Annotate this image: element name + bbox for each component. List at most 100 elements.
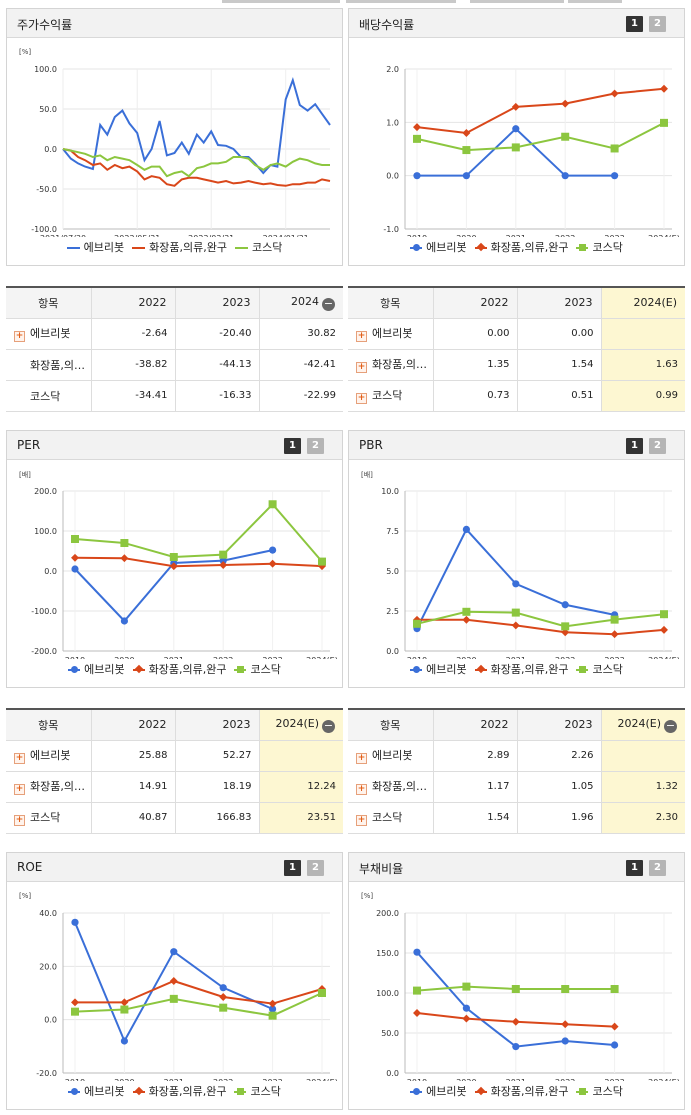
legend-item[interactable]: 화장품,의류,완구	[132, 661, 226, 677]
header-text: 2023	[564, 718, 593, 732]
legend-item[interactable]: 화장품,의류,완구	[474, 661, 568, 677]
expand-row-icon[interactable]: +	[356, 362, 367, 373]
value-cell: -38.82	[90, 348, 176, 381]
expand-row-icon[interactable]: +	[356, 753, 367, 764]
panel-title: 주가수익률	[17, 18, 73, 32]
x-tick-label: 2024(E)	[648, 234, 680, 237]
legend-item[interactable]: 화장품,의류,완구	[474, 239, 568, 255]
table-header-cell: 항목	[348, 287, 434, 319]
header-text: 2024(E)	[275, 716, 319, 730]
collapse-column-button[interactable]: −	[322, 718, 335, 733]
y-tick-label: 40.0	[39, 909, 57, 918]
x-tick-label: 2019	[407, 1078, 427, 1081]
value-cell: 1.05	[516, 770, 602, 803]
x-tick-label: 2021/07/30	[40, 234, 86, 237]
page-2-button[interactable]: 2	[649, 16, 666, 32]
expand-row-icon[interactable]: +	[14, 784, 25, 795]
legend-item[interactable]: 에브리봇	[68, 1083, 125, 1099]
value-cell: -20.40	[174, 317, 260, 350]
series-line-1	[75, 979, 323, 1005]
legend-label: 에브리봇	[426, 663, 467, 676]
legend-label: 코스닥	[251, 241, 283, 254]
legend-marker	[410, 666, 423, 673]
header-text: 2022	[480, 296, 509, 310]
expand-row-icon[interactable]: +	[14, 815, 25, 826]
value-cell: 18.19	[174, 770, 260, 803]
unit-label: [%]	[361, 892, 374, 900]
x-tick-label: 2024(E)	[648, 1078, 680, 1081]
header-text: 2024	[291, 294, 319, 308]
x-tick-label: 2019	[407, 234, 427, 237]
legend-marker	[576, 1088, 589, 1095]
series-line-0	[62, 76, 331, 175]
collapse-column-button[interactable]: −	[322, 296, 335, 311]
legend-item[interactable]: 에브리봇	[68, 661, 125, 677]
page-2-button[interactable]: 2	[649, 860, 666, 876]
legend-item[interactable]: 코스닥	[576, 1083, 623, 1099]
page-1-button[interactable]: 1	[284, 438, 301, 454]
y-tick-label: 0.0	[44, 567, 57, 576]
x-tick-label: 2024/01/31	[263, 234, 309, 237]
legend-item[interactable]: 코스닥	[234, 1083, 281, 1099]
expand-row-icon[interactable]: +	[14, 753, 25, 764]
page-1-button[interactable]: 1	[626, 860, 643, 876]
expand-row-icon[interactable]: +	[356, 815, 367, 826]
legend-item[interactable]: 에브리봇	[410, 661, 467, 677]
legend-item[interactable]: 코스닥	[576, 239, 623, 255]
row-label: 에브리봇	[30, 749, 71, 762]
value-cell: 0.51	[516, 379, 602, 412]
y-tick-label: 50.0	[39, 105, 57, 114]
legend-item[interactable]: 에브리봇	[410, 239, 467, 255]
unit-label: [배]	[361, 471, 373, 479]
page-2-button[interactable]: 2	[307, 860, 324, 876]
legend-item[interactable]: 에브리봇	[66, 239, 124, 255]
row-label-cell: + 코스닥	[348, 379, 434, 412]
x-tick-label: 2022	[213, 656, 233, 659]
data-point	[561, 985, 570, 993]
data-point	[462, 607, 471, 616]
x-tick-label: 2020	[456, 234, 476, 237]
data-point	[120, 539, 129, 547]
legend-label: 코스닥	[592, 663, 623, 676]
chart-legend: 에브리봇 화장품,의류,완구 코스닥	[349, 1083, 684, 1099]
collapse-column-button[interactable]: −	[664, 718, 677, 733]
expand-row-icon[interactable]: +	[356, 393, 367, 404]
legend-item[interactable]: 화장품,의류,완구	[132, 239, 227, 255]
data-point	[610, 89, 619, 98]
legend-item[interactable]: 코스닥	[234, 661, 281, 677]
expand-row-icon[interactable]: +	[356, 331, 367, 342]
page-2-button[interactable]: 2	[307, 438, 324, 454]
value-cell: 23.51	[258, 801, 343, 834]
row-label: 화장품,의…	[30, 358, 85, 372]
page-2-button[interactable]: 2	[649, 438, 666, 454]
series-line-1	[74, 556, 323, 568]
expand-row-icon[interactable]: +	[356, 784, 367, 795]
page-1-button[interactable]: 1	[284, 860, 301, 876]
data-point	[120, 1037, 128, 1045]
page-1-button[interactable]: 1	[626, 438, 643, 454]
row-label: 코스닥	[372, 811, 403, 824]
page-1-button[interactable]: 1	[626, 16, 643, 32]
chart-legend: 에브리봇 화장품,의류,완구 코스닥	[7, 239, 342, 255]
data-point	[462, 146, 471, 155]
legend-item[interactable]: 코스닥	[576, 661, 623, 677]
table-row: + 코스닥 40.87 166.83 23.51	[6, 801, 343, 834]
data-point	[610, 985, 619, 993]
x-tick-label: 2024(E)	[648, 656, 680, 659]
table-header-cell: 항목	[6, 287, 92, 319]
header-text: 항목	[380, 296, 401, 310]
table-header-cell: 2024(E) −	[600, 709, 685, 741]
row-label-cell: 코스닥	[6, 379, 92, 412]
legend-item[interactable]: 코스닥	[234, 239, 283, 255]
legend-item[interactable]: 화장품,의류,완구	[132, 1083, 226, 1099]
table-header-cell: 2022	[90, 287, 176, 319]
value-cell: 40.87	[90, 801, 176, 834]
expand-row-icon[interactable]: +	[14, 331, 25, 342]
legend-item[interactable]: 화장품,의류,완구	[474, 1083, 568, 1099]
value-cell: 1.54	[516, 348, 602, 381]
x-tick-label: 2022	[555, 1078, 575, 1081]
value-cell: 1.32	[600, 770, 685, 803]
legend-label: 에브리봇	[84, 663, 125, 676]
legend-item[interactable]: 에브리봇	[410, 1083, 467, 1099]
row-label: 화장품,의…	[372, 780, 427, 793]
